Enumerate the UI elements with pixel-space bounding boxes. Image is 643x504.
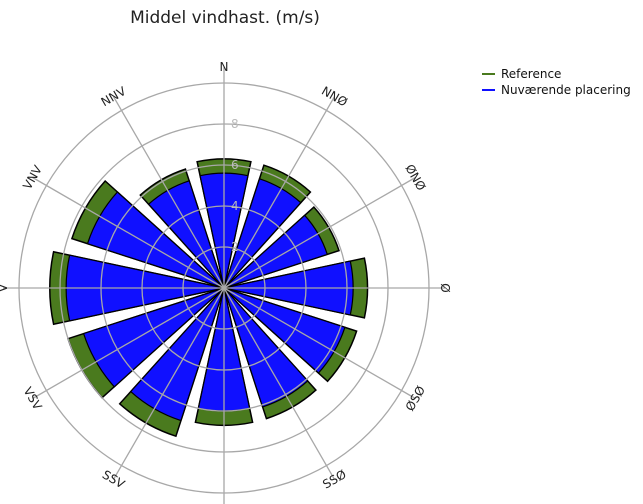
grid-spoke bbox=[32, 176, 225, 289]
direction-label: SSØ bbox=[320, 467, 348, 491]
legend-label: Reference bbox=[501, 67, 562, 81]
radial-tick-label: 2 bbox=[231, 240, 239, 254]
radial-tick-label: 8 bbox=[231, 117, 239, 131]
grid-spoke bbox=[112, 96, 225, 289]
legend-item: Reference bbox=[482, 66, 631, 82]
direction-label: ØNØ bbox=[402, 162, 428, 193]
direction-label: N bbox=[220, 60, 229, 74]
legend-item: Nuværende placering bbox=[482, 82, 631, 98]
direction-label: VNV bbox=[20, 162, 45, 192]
direction-label: V bbox=[0, 283, 10, 292]
legend: Reference Nuværende placering bbox=[482, 66, 631, 98]
grid-spoke bbox=[223, 176, 416, 289]
radial-tick-label: 6 bbox=[231, 158, 239, 172]
legend-label: Nuværende placering bbox=[501, 83, 631, 97]
grid-spoke bbox=[223, 287, 336, 480]
radial-tick-label: 4 bbox=[231, 199, 239, 213]
grid-spoke bbox=[223, 96, 336, 289]
direction-label: SSV bbox=[100, 467, 128, 491]
direction-label: ØSØ bbox=[403, 384, 428, 414]
direction-label: S bbox=[220, 502, 228, 504]
direction-label: VSV bbox=[21, 385, 46, 414]
direction-label: NNV bbox=[99, 84, 129, 110]
direction-label: Ø bbox=[438, 283, 452, 292]
legend-swatch bbox=[482, 73, 495, 75]
grid-spoke bbox=[32, 287, 225, 400]
polar-grid: 2 4 6 8 bbox=[3, 67, 445, 504]
direction-label: NNØ bbox=[319, 84, 350, 110]
grid-spoke bbox=[112, 287, 225, 480]
chart-title: Middel vindhast. (m/s) bbox=[130, 8, 320, 28]
legend-swatch bbox=[482, 89, 495, 91]
grid-spoke bbox=[223, 287, 416, 400]
